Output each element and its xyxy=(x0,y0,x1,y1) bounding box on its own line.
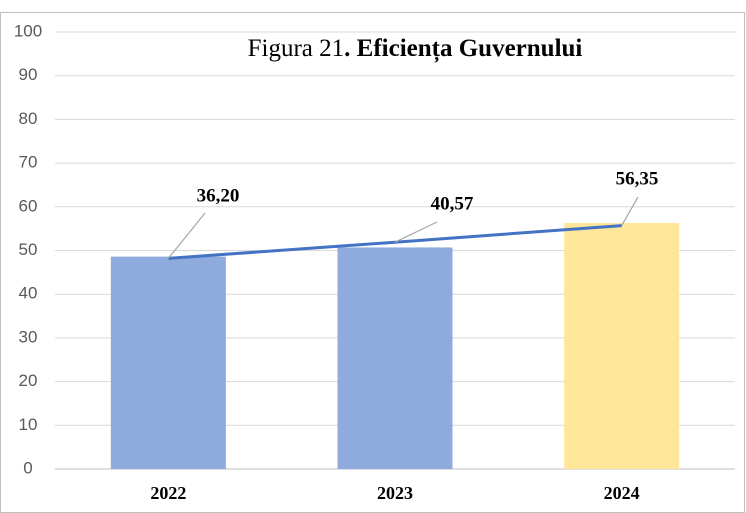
bar xyxy=(337,247,453,469)
leader-line xyxy=(394,221,438,243)
y-tick-label: 60 xyxy=(19,196,38,215)
annotation: 56,35 xyxy=(616,168,659,189)
bar xyxy=(564,222,680,469)
leader-line xyxy=(621,196,639,226)
y-tick-label: 90 xyxy=(19,65,38,84)
y-tick-label: 20 xyxy=(19,371,38,390)
x-tick-label: 2023 xyxy=(377,483,413,503)
chart-title: Figura 21. Eficiența Guvernului xyxy=(248,35,583,63)
y-tick-label: 30 xyxy=(19,327,38,346)
x-tick-label: 2022 xyxy=(150,483,186,503)
y-tick-label: 80 xyxy=(19,109,38,128)
y-tick-label: 70 xyxy=(19,153,38,172)
y-tick-label: 50 xyxy=(19,240,38,259)
title-main: Figura 21 xyxy=(248,35,345,62)
annotation: 36,20 xyxy=(197,185,240,206)
marks xyxy=(110,196,680,469)
y-tick-label: 40 xyxy=(19,284,38,303)
y-tick-label: 100 xyxy=(14,21,42,40)
y-tick-label: 10 xyxy=(19,415,38,434)
title-bold: . Eficiența Guvernului xyxy=(344,35,582,63)
bar xyxy=(110,256,226,469)
annotation: 40,57 xyxy=(431,193,474,214)
y-tick-label: 0 xyxy=(23,458,32,477)
leader-line xyxy=(167,212,206,259)
x-tick-label: 2024 xyxy=(604,483,640,503)
